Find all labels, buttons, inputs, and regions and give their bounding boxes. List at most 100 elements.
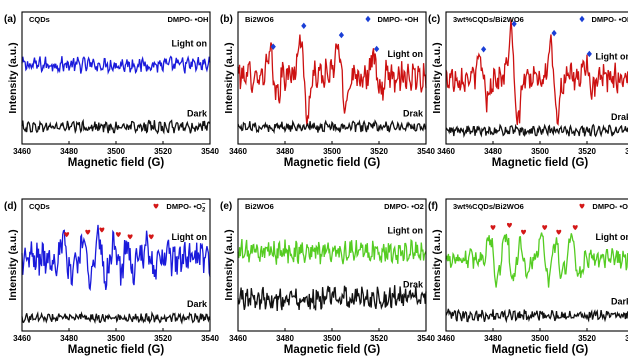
probe-label: DMPO- •OH <box>592 15 628 24</box>
x-tick-label: 3520 <box>578 147 596 156</box>
spectrum-light-on <box>445 232 628 288</box>
y-axis-label: Intensity (a.u.) <box>223 229 235 300</box>
x-tick-label: 3520 <box>370 334 388 343</box>
peak-marker-icon <box>338 31 344 39</box>
panel-c: 3460 3480 3500 3520 3540 Magnetic field (G) In… <box>428 11 628 169</box>
y-axis-label: Intensity (a.u.) <box>7 42 19 113</box>
spectrum-dark <box>445 308 628 324</box>
sample-name: CQDs <box>29 15 50 24</box>
x-tick-label: 3540 <box>201 147 219 156</box>
x-tick-label: 3500 <box>107 334 125 343</box>
series-label: Drak <box>611 112 628 122</box>
series-label: Light on <box>388 225 424 235</box>
panel-letter: (e) <box>220 201 232 212</box>
legend-marker-icon <box>579 15 585 23</box>
panel-letter: (b) <box>220 14 233 25</box>
peak-marker-icon <box>511 20 517 28</box>
x-tick-label: 3460 <box>437 147 455 156</box>
spectrum-light-on <box>21 55 211 75</box>
sample-name: CQDs <box>29 202 50 211</box>
legend-marker-icon <box>365 15 371 23</box>
series-label: Dark <box>187 108 208 118</box>
spectrum-light-on <box>21 224 211 292</box>
x-axis-label: Magnetic field (G) <box>492 344 589 356</box>
peak-marker-icon <box>551 29 557 37</box>
spectrum-drak <box>237 119 427 135</box>
y-axis-label: Intensity (a.u.) <box>223 42 235 113</box>
probe-label: DMPO- •O2 <box>384 202 424 211</box>
x-tick-label: 3480 <box>60 147 78 156</box>
x-tick-label: 3500 <box>323 334 341 343</box>
peak-marker-icon <box>64 232 70 238</box>
peak-marker-icon <box>542 225 548 231</box>
peak-marker-icon <box>506 222 512 228</box>
x-tick-label: 3480 <box>276 147 294 156</box>
legend-marker-icon <box>153 203 159 209</box>
peak-marker-icon <box>99 227 105 233</box>
x-tick-label: 3500 <box>107 147 125 156</box>
y-axis-label: Intensity (a.u.) <box>7 229 19 300</box>
probe-label: DMPO- •O2− <box>166 201 206 214</box>
series-label: Light on <box>388 49 424 59</box>
x-axis-label: Magnetic field (G) <box>284 344 381 356</box>
sample-name: 3wt%CQDs/Bi2WO6 <box>453 202 524 211</box>
panel-letter: (d) <box>4 201 17 212</box>
x-tick-label: 3540 <box>417 147 435 156</box>
spectrum-light-on <box>237 238 427 265</box>
peak-marker-icon <box>85 229 91 235</box>
peak-marker-icon <box>148 234 154 240</box>
y-axis-label: Intensity (a.u.) <box>431 229 443 300</box>
spectrum-drak <box>445 123 628 139</box>
peak-marker-icon <box>481 46 487 53</box>
spectrum-dark <box>21 118 211 135</box>
x-tick-label: 3540 <box>625 147 628 156</box>
peak-marker-icon <box>127 234 133 240</box>
plot-frame <box>237 198 427 332</box>
x-tick-label: 3540 <box>625 334 628 343</box>
x-tick-label: 3460 <box>13 334 31 343</box>
series-label: Light on <box>172 38 208 48</box>
panel-b: 3460 3480 3500 3520 3540 Magnetic field (G) In… <box>220 11 435 169</box>
panel-letter: (f) <box>428 201 438 212</box>
peak-marker-icon <box>270 43 276 50</box>
x-tick-label: 3520 <box>154 147 172 156</box>
x-tick-label: 3480 <box>484 147 502 156</box>
spectrum-light-on <box>237 34 427 127</box>
peak-marker-icon <box>374 45 380 53</box>
spectrum-dark <box>21 310 211 325</box>
series-label: Dark <box>611 297 628 307</box>
panel-letter: (a) <box>4 14 16 25</box>
x-tick-label: 3460 <box>229 334 247 343</box>
x-axis-label: Magnetic field (G) <box>284 157 381 169</box>
x-tick-label: 3520 <box>578 334 596 343</box>
series-label: Drak <box>403 279 424 289</box>
panel-e: 3460 3480 3500 3520 3540 Magnetic field (G) In… <box>220 198 435 356</box>
peak-marker-icon <box>490 225 496 231</box>
series-label: Dark <box>187 299 208 309</box>
sample-name: 3wt%CQDs/Bi2WO6 <box>453 15 524 24</box>
series-label: Light on <box>172 232 208 242</box>
x-tick-label: 3460 <box>13 147 31 156</box>
x-axis-label: Magnetic field (G) <box>492 157 589 169</box>
peak-marker-icon <box>521 229 527 235</box>
panel-letter: (c) <box>428 14 440 25</box>
y-axis-label: Intensity (a.u.) <box>431 42 443 113</box>
probe-label: DMPO- •O2− <box>592 201 628 214</box>
x-tick-label: 3500 <box>531 147 549 156</box>
x-tick-label: 3500 <box>531 334 549 343</box>
peak-marker-icon <box>115 232 121 238</box>
probe-label: DMPO- •OH <box>378 15 419 24</box>
x-axis-label: Magnetic field (G) <box>68 157 165 169</box>
x-axis-label: Magnetic field (G) <box>68 344 165 356</box>
x-tick-label: 3460 <box>437 334 455 343</box>
x-tick-label: 3480 <box>276 334 294 343</box>
legend-marker-icon <box>579 203 585 209</box>
peak-marker-icon <box>556 229 562 235</box>
x-tick-label: 3520 <box>370 147 388 156</box>
peak-marker-icon <box>301 22 307 30</box>
series-label: Light on <box>596 52 628 62</box>
panel-f: 3460 3480 3500 3520 3540 Magnetic field (G) In… <box>428 198 628 356</box>
x-tick-label: 3520 <box>154 334 172 343</box>
series-label: Light on <box>596 232 628 242</box>
